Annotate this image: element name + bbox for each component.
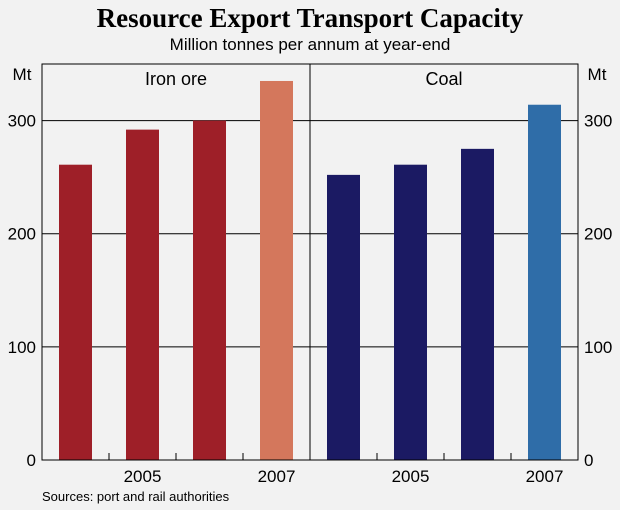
y-tick-label-right: 300 [584, 112, 612, 131]
x-tick-label: 2007 [526, 467, 564, 486]
bar-iron-ore-2005 [126, 129, 159, 460]
y-tick-label-left: 200 [8, 225, 36, 244]
bars [59, 80, 561, 461]
x-tick-label: 2005 [392, 467, 430, 486]
y-tick-label-right: 200 [584, 225, 612, 244]
x-tick-label: 2007 [258, 467, 296, 486]
panel-label-coal: Coal [425, 69, 462, 89]
bar-iron-ore-2006 [193, 120, 226, 461]
plot-frame [41, 63, 579, 461]
chart-title: Resource Export Transport Capacity [96, 3, 524, 33]
bar-iron-ore-2004 [59, 164, 92, 460]
chart-subtitle: Million tonnes per annum at year-end [169, 35, 451, 54]
panel-label-iron-ore: Iron ore [145, 69, 207, 89]
bar-iron-ore-2007 [260, 80, 293, 460]
y-tick-label-right: 0 [584, 451, 593, 470]
y-tick-label-left: 100 [8, 338, 36, 357]
axis-ticks [108, 453, 512, 460]
source-note: Sources: port and rail authorities [42, 489, 230, 504]
x-tick-label: 2005 [124, 467, 162, 486]
axis-labels: Mt Mt Iron ore Coal 0 0 100 100 200 200 300 300… [8, 65, 613, 486]
bar-coal-2006 [461, 148, 494, 460]
y-tick-label-right: 100 [584, 338, 612, 357]
bar-coal-2007 [528, 104, 561, 460]
bar-coal-2005 [394, 164, 427, 460]
unit-label-left: Mt [13, 65, 32, 84]
y-tick-label-left: 0 [27, 451, 36, 470]
y-tick-label-left: 300 [8, 112, 36, 131]
bar-coal-2004 [327, 174, 360, 460]
unit-label-right: Mt [588, 65, 607, 84]
